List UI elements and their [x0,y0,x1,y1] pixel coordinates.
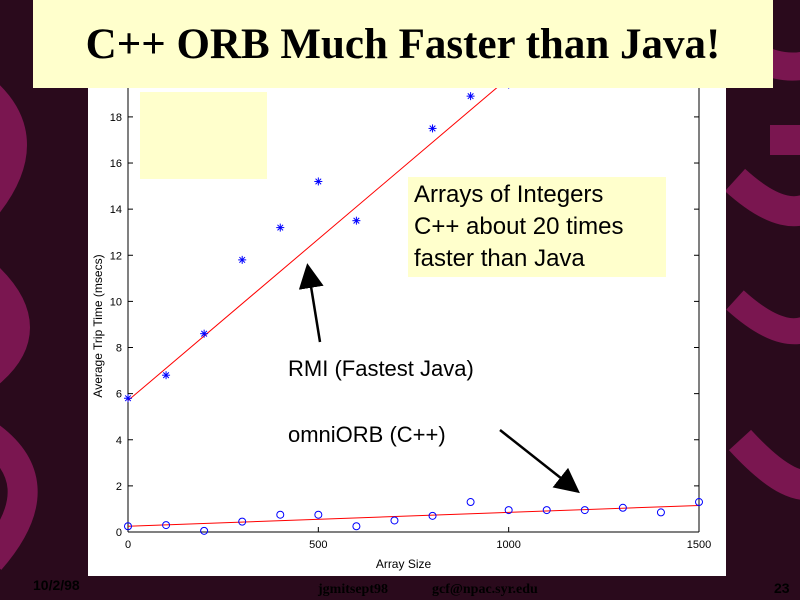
omniorb-data-point [580,506,589,515]
y-tick-label: 2 [116,481,122,493]
omniorb-arrow [499,429,580,494]
rmi-data-point [238,255,247,264]
x-tick-label: 0 [125,539,131,551]
background-stripe [0,268,30,384]
omniorb-data-point [390,516,399,525]
omniorb-data-point [618,503,627,512]
y-tick-label: 6 [116,389,122,401]
omniorb-data-point [352,522,361,531]
omniorb-data-point [695,498,703,507]
slide-title: C++ ORB Much Faster than Java! [85,20,721,68]
title-box: C++ ORB Much Faster than Java! [33,0,773,88]
omniorb-data-point [124,522,132,531]
omniorb-data-point [504,506,513,515]
background-stripe [726,290,800,345]
omniorb-data-point [200,526,209,535]
x-tick-label: 1000 [496,539,520,551]
y-tick-label: 4 [116,435,122,447]
rmi-data-point [162,371,171,380]
background-stripe [728,429,800,500]
rmi-data-point [466,92,475,101]
callout-line: Arrays of Integers [414,181,604,208]
background-stripe [724,168,800,227]
omniorb-data-point [314,510,323,519]
footer-date: 10/2/98 [33,577,80,593]
background-stripe [0,425,38,570]
x-tick-label: 1500 [687,539,711,551]
callout-line: C++ about 20 times [414,213,624,240]
y-tick-label: 12 [110,250,122,262]
y-tick-label: 8 [116,343,122,355]
y-tick-label: 18 [110,112,122,124]
background-block [770,125,800,155]
y-tick-label: 10 [110,296,122,308]
omniorb-data-point [238,517,247,526]
page-number: 23 [774,580,790,596]
trip-time-chart: 0 2 4 6 8 10 12 14 16 18 0 500 1000 1500 Array Size Ave… [91,80,711,571]
rmi-arrow [298,263,324,343]
rmi-data-point [352,216,361,225]
rmi-data-point [276,223,285,232]
rmi-data-point [124,394,132,403]
omniorb-data-point [542,506,551,515]
rmi-data-point [200,329,209,338]
omniorb-data-point [428,511,437,520]
rmi-fit-line [127,80,507,401]
rmi-data-point [428,124,437,133]
omniorb-data-point [466,498,475,507]
y-tick-label: 16 [110,158,122,170]
x-axis-label: Array Size [376,557,432,571]
callout-line: faster than Java [414,245,585,272]
blank-note [140,92,267,179]
omniorb-data-point [162,521,171,530]
omniorb-data-point [276,510,285,519]
callout-box: Arrays of Integers C++ about 20 times fa… [408,177,666,277]
omniorb-data-point [656,508,665,517]
y-axis-label: Average Trip Time (msecs) [91,254,105,397]
background-stripe [0,85,27,213]
omniorb-fit-line [127,504,700,527]
x-tick-label: 500 [309,539,327,551]
omniorb-label: omniORB (C++) [288,422,446,447]
y-tick-label: 14 [110,204,122,216]
footer-id: jgmitsept98 [318,582,388,597]
rmi-label: RMI (Fastest Java) [288,356,474,381]
rmi-data-point [314,177,323,186]
y-tick-label: 0 [116,527,122,539]
footer-email: gcf@npac.syr.edu [432,582,538,597]
